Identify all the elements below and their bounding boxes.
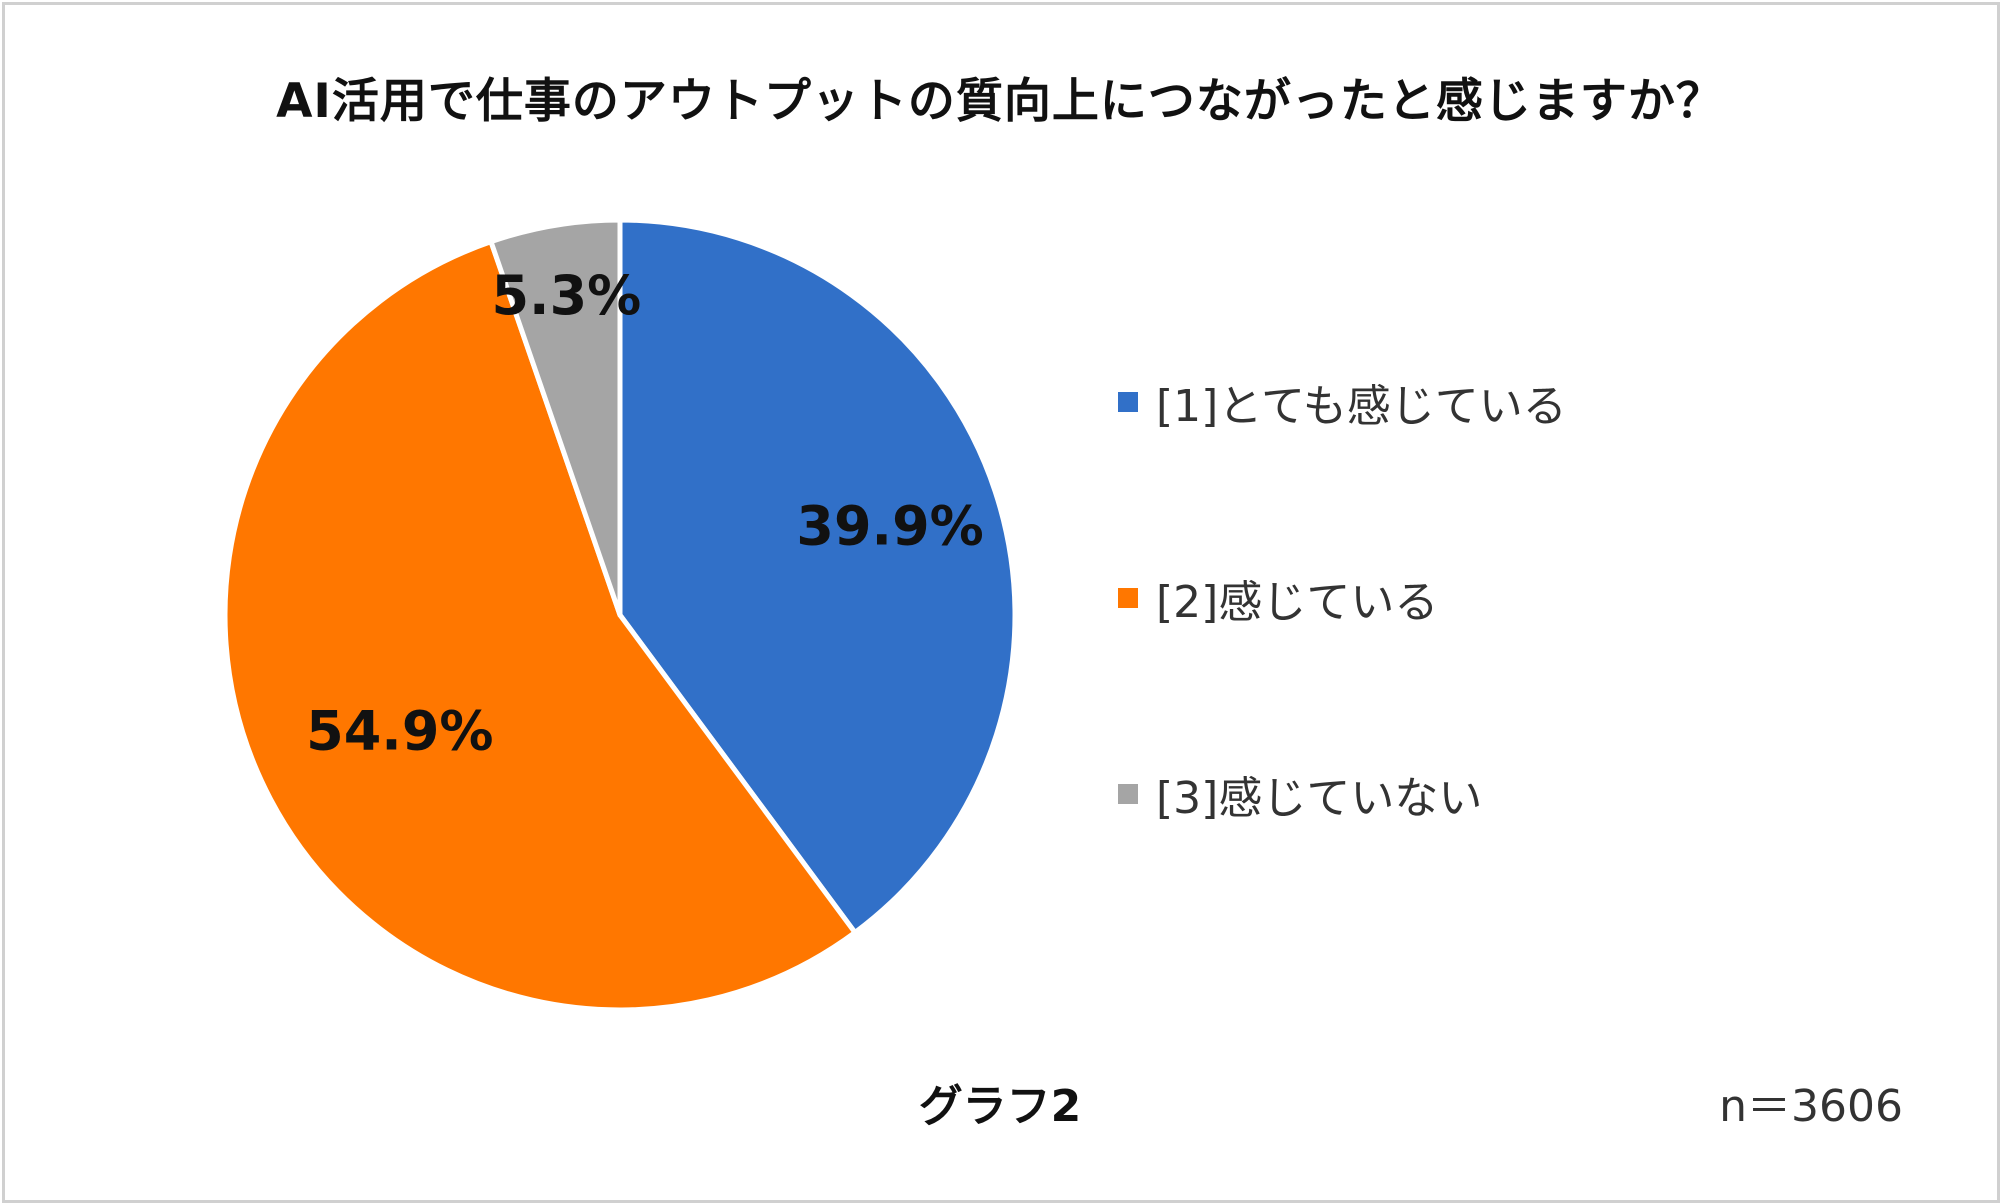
slice-very-much: [617, 217, 1018, 936]
legend-item-yes: [2]感じている: [1118, 568, 1438, 628]
slice-label-yes: 54.9%: [306, 699, 493, 762]
chart-title: AI活用で仕事のアウトプットの質向上につながったと感じますか？: [276, 74, 1724, 129]
legend-label-yes: [2]感じている: [1156, 577, 1439, 628]
legend-swatch-yes: [1118, 588, 1138, 608]
slice-no: [488, 217, 623, 618]
slice-yes: [222, 239, 858, 1013]
legend-swatch-very-much: [1118, 392, 1138, 412]
sample-size: n＝3606: [1719, 1081, 1903, 1132]
legend-swatch-no: [1118, 784, 1138, 804]
legend-item-no: [3]感じていない: [1118, 764, 1482, 824]
legend-label-very-much: [1]とても感じている: [1156, 381, 1567, 432]
legend-item-very-much: [1]とても感じている: [1118, 372, 1567, 432]
slice-label-no: 5.3%: [491, 264, 641, 327]
legend-label-no: [3]感じていない: [1156, 773, 1483, 824]
graph-caption: グラフ2: [918, 1081, 1082, 1132]
slice-label-very-much: 39.9%: [796, 494, 983, 557]
